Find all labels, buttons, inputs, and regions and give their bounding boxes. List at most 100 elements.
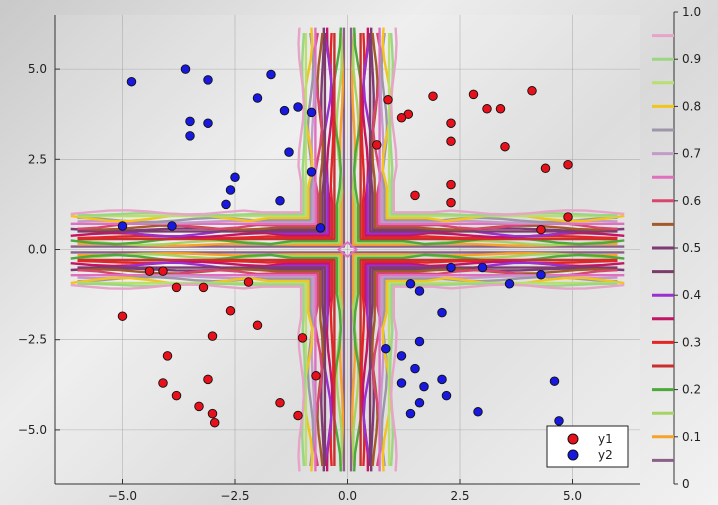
point-y2	[414, 336, 425, 347]
point-y1	[203, 374, 213, 385]
point-y2	[167, 221, 177, 231]
contour-line	[77, 252, 344, 467]
point-y1	[209, 417, 220, 428]
legend-label-y2: y2	[598, 448, 613, 462]
point-y1	[527, 86, 537, 96]
colorbar-tick-label: 0.8	[682, 99, 701, 113]
contour-line	[70, 283, 305, 472]
colorbar: 0 0.1 0.2 0.3 0.4 0.5 0.6 0.7 0.8 0.9 1.0	[652, 5, 701, 491]
point-y1	[162, 351, 173, 361]
point-y1	[311, 371, 321, 381]
contour-line	[70, 267, 325, 472]
point-y2	[203, 118, 213, 128]
contour-line	[362, 32, 618, 238]
point-y2	[126, 76, 137, 87]
contour-line	[352, 252, 618, 467]
point-y2	[441, 390, 452, 401]
point-y1	[563, 159, 573, 170]
point-y1	[252, 320, 263, 331]
point-y2	[410, 363, 420, 374]
legend-box	[546, 425, 629, 468]
point-y1	[482, 104, 492, 114]
point-y1	[563, 212, 573, 222]
contour-line	[77, 261, 333, 467]
scatter-points	[117, 64, 573, 428]
contour-line	[387, 33, 618, 218]
contour-line	[359, 33, 618, 241]
legend-label-y1: y1	[598, 432, 613, 446]
contour-line	[370, 267, 625, 472]
y-tick-label: 5.0	[28, 62, 47, 76]
contour-line	[390, 283, 625, 472]
point-y2	[414, 398, 425, 408]
point-y1	[194, 401, 204, 412]
point-y2	[473, 407, 483, 417]
point-y1	[428, 91, 438, 101]
point-y2	[203, 75, 213, 85]
point-y1	[158, 266, 168, 276]
point-y2	[185, 116, 195, 127]
colorbar-tick-label: 0.7	[682, 147, 701, 161]
colorbar-tick-label: 0.1	[682, 430, 701, 444]
point-y2	[117, 221, 128, 231]
point-y1	[383, 95, 393, 105]
point-y2	[536, 270, 546, 280]
x-tick-label: −5.0	[108, 489, 137, 503]
point-y2	[554, 416, 564, 426]
contour-line	[77, 33, 336, 241]
colorbar-tick-label: 0.9	[682, 52, 701, 66]
x-axis-ticks: −5.0 −2.5 0.0 2.5 5.0	[108, 479, 582, 503]
point-y2	[437, 307, 447, 318]
point-y1	[446, 118, 456, 128]
point-y2	[446, 262, 456, 273]
colorbar-tick-label: 1.0	[682, 5, 701, 19]
contour-line	[77, 275, 315, 467]
colorbar-tick-label: 0.4	[682, 288, 701, 302]
colorbar-tick-label: 0.2	[682, 383, 701, 397]
point-y1	[275, 398, 285, 408]
legend-marker-y1	[567, 433, 579, 445]
point-y2	[306, 107, 317, 118]
point-y2	[414, 286, 425, 296]
contour-line	[359, 258, 618, 466]
point-y2	[477, 262, 488, 273]
contour-line	[380, 32, 618, 224]
y-tick-label: −2.5	[18, 333, 47, 347]
point-y1	[446, 179, 456, 190]
point-y2	[293, 102, 303, 112]
contour-line	[77, 33, 327, 233]
contour-center-diamond	[336, 241, 359, 258]
point-y1	[158, 378, 168, 388]
colorbar-tick-label: 0	[682, 477, 690, 491]
point-y1	[372, 140, 382, 150]
x-tick-label: 0.0	[338, 489, 357, 503]
contour-line	[77, 32, 333, 238]
point-y2	[252, 93, 263, 103]
point-y2	[419, 381, 429, 392]
point-y2	[549, 376, 560, 386]
contour-line	[351, 32, 618, 247]
point-y1	[171, 282, 182, 293]
point-y1	[500, 141, 510, 152]
point-y2	[185, 131, 195, 141]
point-y1	[225, 306, 236, 316]
point-y2	[396, 378, 407, 388]
point-y2	[225, 185, 236, 195]
point-y2	[275, 196, 285, 206]
point-y1	[243, 277, 254, 287]
point-y1	[198, 282, 209, 293]
point-y2	[504, 279, 515, 289]
contour-line	[390, 27, 625, 216]
grid-lines	[55, 15, 640, 484]
point-y1	[495, 104, 506, 114]
point-y1	[446, 136, 456, 147]
contour-line	[77, 258, 336, 466]
x-tick-label: −2.5	[220, 489, 249, 503]
contour-line	[387, 281, 618, 466]
x-tick-label: 5.0	[563, 489, 582, 503]
point-y2	[180, 64, 191, 74]
contour-line	[362, 261, 618, 467]
point-y1	[446, 197, 456, 208]
contour-line	[77, 32, 315, 224]
